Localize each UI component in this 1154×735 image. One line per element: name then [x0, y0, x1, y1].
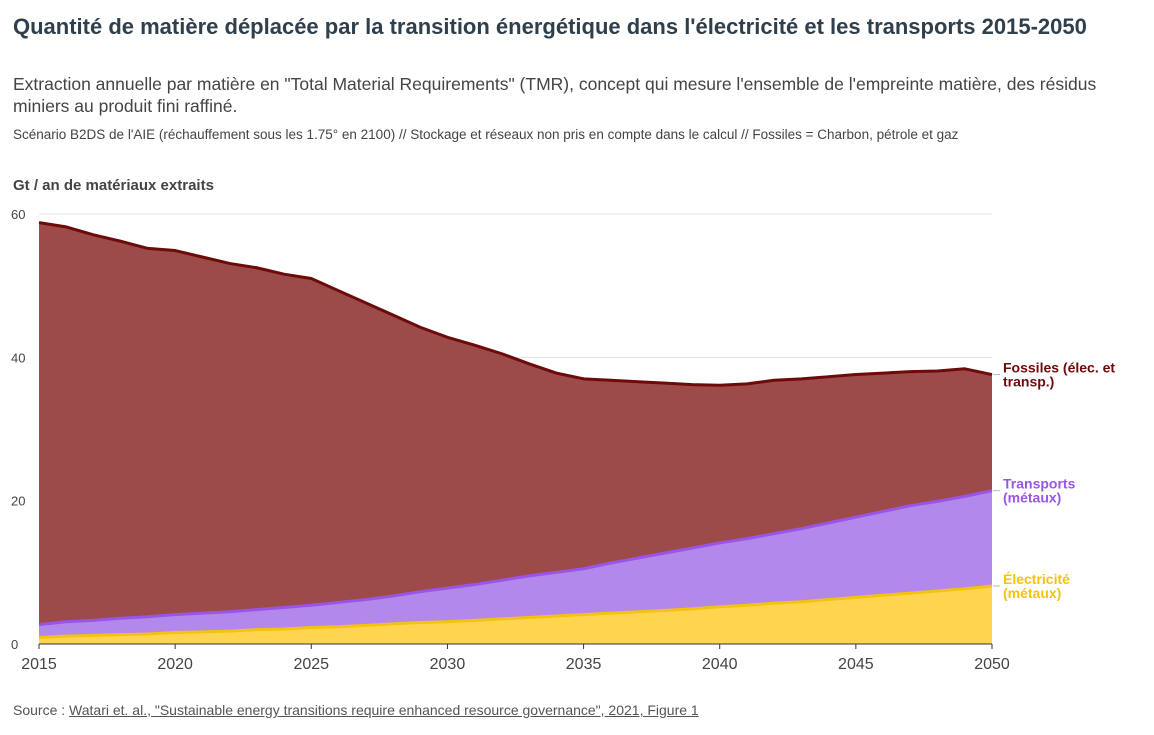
x-tick-label: 2020 [157, 656, 193, 673]
stacked-area-chart: 2015 2020 2025 2030 2035 2040 2045 20500204060F… [11, 207, 1115, 673]
source-link[interactable]: Watari et. al., "Sustainable energy tran… [69, 702, 699, 718]
series-label: (métaux) [1003, 490, 1061, 506]
series-label: Fossiles (élec. et [1003, 360, 1115, 376]
line-series-2 [38, 221, 993, 387]
chart-title: Quantité de matière déplacée par la tran… [13, 14, 1087, 39]
source-prefix: Source : [13, 702, 70, 718]
line-series-1 [38, 489, 993, 627]
series-label: Transports [1003, 476, 1076, 492]
x-tick-label: 2040 [702, 656, 738, 673]
chart-subtitle: Extraction annuelle par matière en "Tota… [13, 74, 1097, 116]
x-tick-label: 2045 [838, 656, 874, 673]
series-label: Électricité [1003, 571, 1070, 587]
series-label: (métaux) [1003, 585, 1061, 601]
x-tick-label: 2030 [430, 656, 466, 673]
y-tick-label: 40 [11, 350, 25, 365]
y-axis-label: Gt / an de matériaux extraits [13, 177, 214, 194]
area-series-1 [39, 490, 992, 638]
x-tick-label: 2035 [566, 656, 602, 673]
chart-notes: Scénario B2DS de l'AIE (réchauffement so… [13, 127, 959, 142]
y-tick-label: 20 [11, 494, 25, 509]
area-series-2 [39, 222, 992, 625]
series-label: transp.) [1003, 374, 1054, 390]
y-tick-label: 0 [11, 637, 18, 652]
x-tick-label: 2050 [974, 656, 1010, 673]
x-tick-label: 2025 [293, 656, 329, 673]
x-tick-label: 2015 [21, 656, 57, 673]
y-tick-label: 60 [11, 207, 25, 222]
source-note: Source : Watari et. al., "Sustainable en… [13, 700, 699, 720]
line-series-0 [38, 584, 993, 640]
